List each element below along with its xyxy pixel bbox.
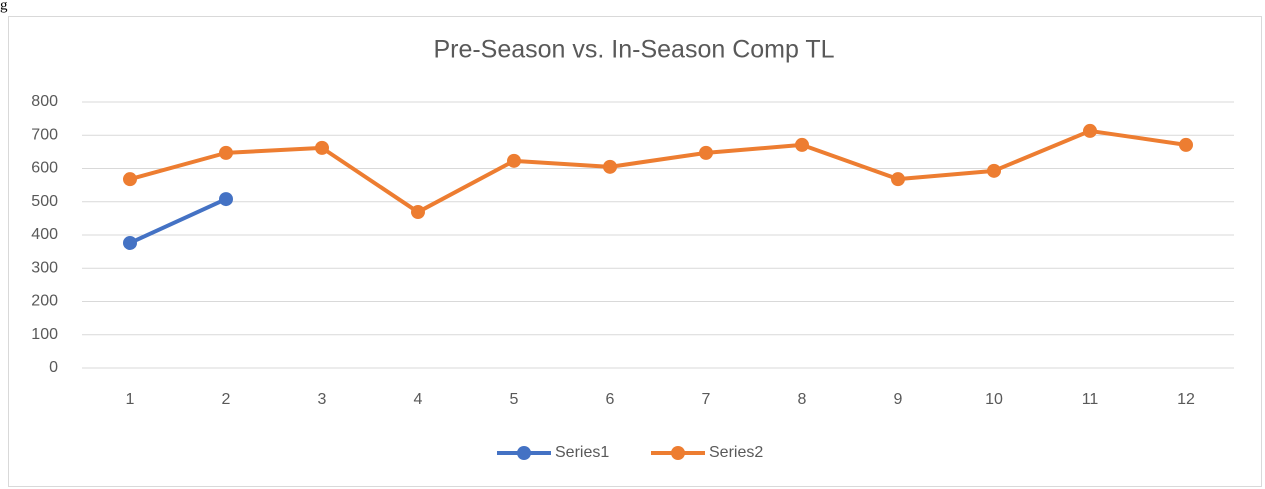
series-line [129, 128, 1187, 215]
x-tick-label: 10 [985, 391, 1003, 408]
x-tick-label: 6 [606, 391, 615, 408]
point-marker [795, 137, 809, 152]
y-tick-label: 500 [31, 193, 58, 210]
y-tick-label: 100 [31, 326, 58, 343]
x-tick-label: 4 [414, 391, 423, 408]
point-marker [507, 153, 521, 168]
point-marker [411, 205, 425, 220]
x-tick-label: 9 [894, 391, 903, 408]
x-tick-label: 1 [126, 391, 135, 408]
y-tick-label: 800 [31, 93, 58, 110]
point-marker [315, 140, 329, 155]
y-tick-label: 300 [31, 259, 58, 276]
x-tick-label: 7 [702, 391, 711, 408]
chart-frame [8, 16, 1262, 487]
point-marker [891, 172, 905, 187]
point-marker [699, 145, 713, 160]
legend-marker [517, 446, 531, 460]
x-tick-label: 2 [222, 391, 231, 408]
point-marker [219, 145, 233, 160]
x-tick-label: 5 [510, 391, 519, 408]
point-marker [123, 235, 137, 250]
point-marker [987, 163, 1001, 178]
point-marker [603, 159, 617, 174]
series-line [129, 197, 227, 245]
y-tick-label: 700 [31, 126, 58, 143]
legend-marker [671, 446, 685, 460]
point-marker [1179, 137, 1193, 152]
chart-title: Pre-Season vs. In-Season Comp TL [433, 36, 834, 64]
legend-label: Series1 [555, 444, 609, 461]
x-tick-label: 8 [798, 391, 807, 408]
x-tick-label: 3 [318, 391, 327, 408]
x-tick-label: 12 [1177, 391, 1195, 408]
y-tick-label: 400 [31, 226, 58, 243]
y-tick-label: 200 [31, 293, 58, 310]
point-marker [219, 192, 233, 207]
y-tick-label: 0 [49, 359, 58, 376]
page-fragment: g [0, 0, 8, 13]
point-marker [123, 172, 137, 187]
legend-label: Series2 [709, 444, 763, 461]
y-tick-label: 600 [31, 160, 58, 177]
point-marker [1083, 123, 1097, 138]
x-tick-label: 11 [1082, 391, 1099, 408]
